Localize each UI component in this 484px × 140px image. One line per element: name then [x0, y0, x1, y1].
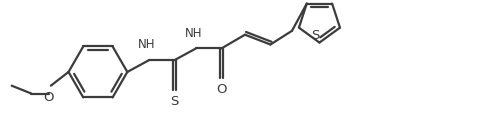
- Text: S: S: [170, 94, 178, 108]
- Text: NH: NH: [138, 38, 155, 51]
- Text: S: S: [310, 29, 318, 42]
- Text: O: O: [44, 91, 54, 104]
- Text: NH: NH: [185, 27, 202, 40]
- Text: O: O: [216, 83, 226, 96]
